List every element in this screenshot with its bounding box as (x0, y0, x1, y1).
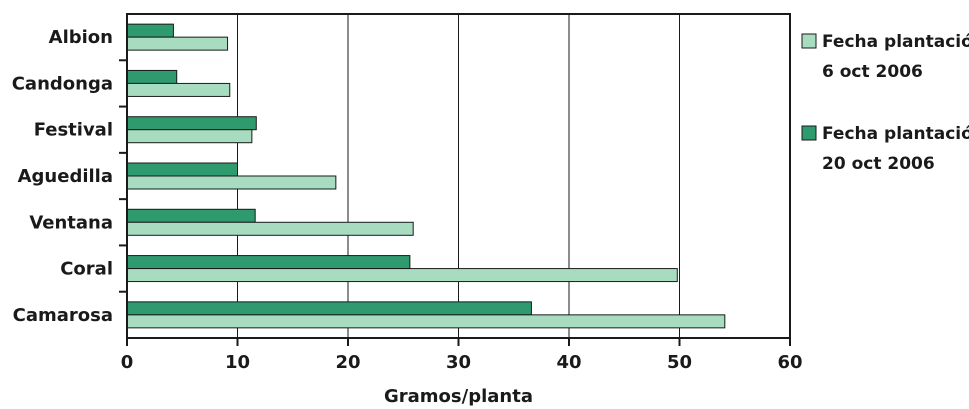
bars (126, 23, 726, 329)
bar-series-2-albion (126, 36, 229, 51)
x-tick-label: 60 (777, 352, 802, 373)
category-label: Festival (34, 120, 113, 141)
bar-series-1-albion (126, 23, 174, 38)
x-tick-label: 40 (556, 352, 581, 373)
x-tick-label: 20 (335, 352, 360, 373)
x-tick-label: 30 (446, 352, 471, 373)
legend: Fecha plantación: 6 oct 2006 Fecha plant… (801, 32, 969, 174)
category-label: Aguedilla (18, 166, 113, 187)
bar-series-1-coral (126, 255, 411, 270)
category-labels: Albion Candonga Festival Aguedilla Ventana Co… (12, 27, 113, 326)
x-tick-label: 0 (121, 352, 134, 373)
category-label: Coral (60, 259, 113, 280)
bar-series-2-aguedilla (126, 175, 337, 190)
bar-series-1-ventana (126, 208, 256, 223)
legend-label-series-2-line1: Fecha plantación: (822, 32, 969, 52)
bar-series-2-camarosa (126, 314, 726, 329)
category-label: Camarosa (13, 305, 113, 326)
bar-series-2-ventana (126, 221, 414, 236)
bar-series-1-aguedilla (126, 162, 238, 177)
bar-series-2-festival (126, 129, 253, 144)
category-label: Albion (49, 27, 113, 48)
bar-series-1-candonga (126, 69, 178, 84)
legend-label-series-2-line2: 6 oct 2006 (822, 62, 923, 82)
category-label: Ventana (29, 212, 113, 233)
x-tick-label: 10 (225, 352, 250, 373)
x-axis-title: Gramos/planta (384, 386, 533, 407)
legend-swatch-series-1 (801, 125, 817, 141)
bar-series-1-festival (126, 116, 257, 131)
bar-series-2-coral (126, 268, 678, 283)
bar-series-2-candonga (126, 82, 231, 97)
bar-series-1-camarosa (126, 301, 532, 316)
category-label: Candonga (12, 73, 113, 94)
legend-item-series-1: Fecha plantación: 20 oct 2006 (801, 124, 969, 174)
axis-ticks (119, 59, 791, 346)
legend-item-series-2: Fecha plantación: 6 oct 2006 (801, 32, 969, 82)
legend-label-series-1-line1: Fecha plantación: (822, 124, 969, 144)
legend-label-series-1-line2: 20 oct 2006 (822, 154, 935, 174)
x-tick-labels: 0 10 20 30 40 50 60 (121, 352, 803, 373)
legend-swatch-series-2 (801, 33, 817, 49)
gridlines (237, 14, 680, 338)
x-tick-label: 50 (667, 352, 692, 373)
